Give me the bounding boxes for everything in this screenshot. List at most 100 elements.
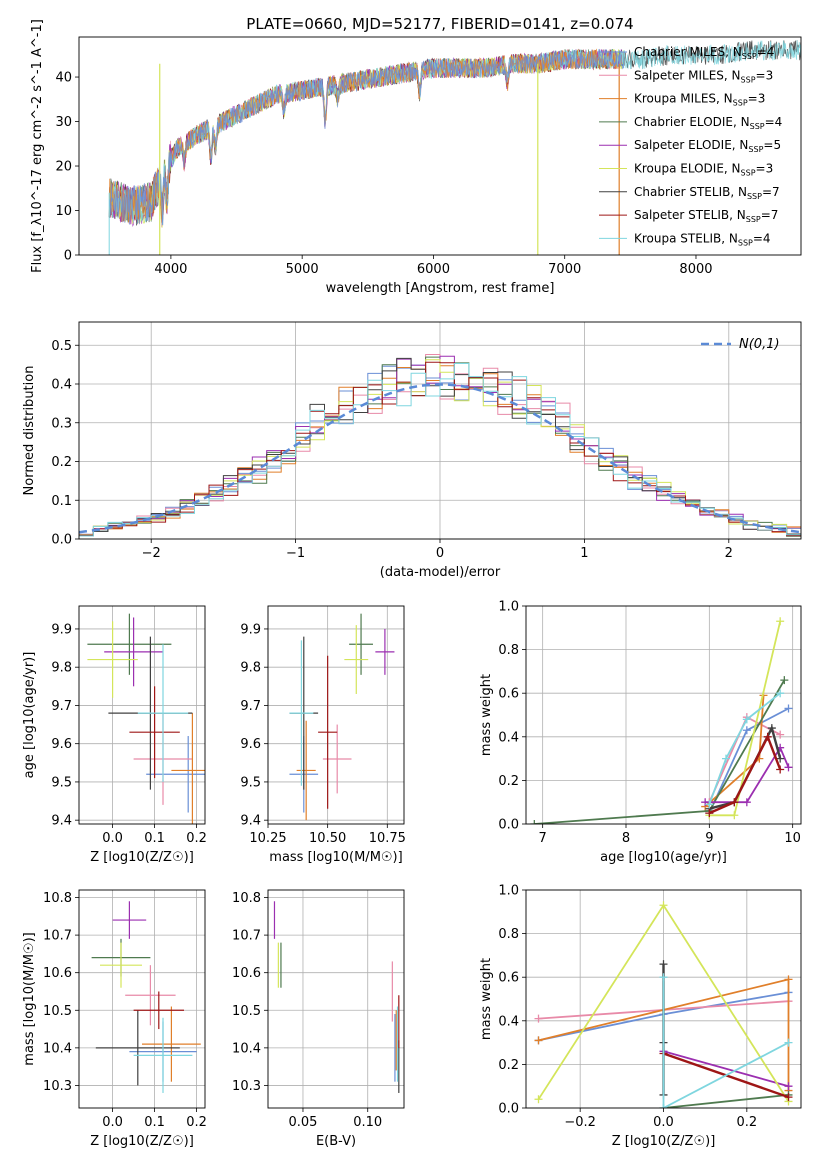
y-tick-label: 10.8 — [43, 891, 72, 906]
legend-count: =3 — [748, 92, 766, 106]
weight-series-line — [662, 977, 789, 1108]
y-tick-label: 0.4 — [498, 730, 519, 745]
x-axis-label: E(B-V) — [316, 1134, 356, 1149]
y-tick-label: 9.6 — [51, 737, 72, 752]
y-tick-label: 20 — [55, 160, 72, 175]
x-tick-label: 10.50 — [309, 831, 346, 846]
weight-point-marker — [742, 798, 751, 807]
panel-mass-vs-Z: 0.0 0.1 0.2 10.3 10.4 10.5 10.6 10.7 10.8 Z [log1… — [22, 889, 207, 1149]
spectrum-series-line — [108, 48, 618, 224]
y-tick-label: 9.5 — [51, 775, 72, 790]
legend-label: Chabrier ELODIE, NSSP=4 — [634, 115, 782, 131]
x-tick-label: 0.1 — [144, 1115, 165, 1130]
x-tick-label: 0.0 — [102, 1115, 123, 1130]
x-axis-label: Z [log10(Z/Z☉)] — [612, 1134, 716, 1149]
y-tick-label: 0.2 — [51, 455, 72, 470]
y-tick-label: 9.7 — [51, 699, 72, 714]
x-axis-label: age [log10(age/yr)] — [600, 850, 727, 865]
weight-point-marker — [742, 715, 751, 724]
weight-point-marker — [784, 704, 793, 713]
weight-point-marker — [705, 809, 714, 818]
panel-weight-vs-age: 7 8 9 10 0.0 0.2 0.4 0.6 0.8 1.0 age [log10(age/yr… — [479, 600, 802, 865]
plot-area-mass-vs-Z — [91, 901, 201, 1093]
plots: 4000 5000 6000 7000 8000010203040wavelength … — [22, 19, 802, 1149]
spectrum-series-line — [108, 49, 625, 226]
y-tick-label: 0.2 — [498, 1058, 519, 1073]
panel-residuals: −2 −1 0 1 2 0.0 0.1 0.2 0.3 0.4 0.5 (data-model)/er… — [22, 321, 802, 580]
y-tick-label: 0.2 — [498, 774, 519, 789]
y-tick-label: 10.5 — [43, 1004, 72, 1019]
weight-point-marker — [722, 754, 730, 763]
y-tick-label: 0.4 — [51, 378, 72, 393]
y-tick-label: 9.6 — [240, 737, 261, 752]
weight-point-marker — [776, 689, 785, 698]
y-tick-label: 9.4 — [51, 814, 72, 829]
weight-point-marker — [784, 763, 793, 772]
weight-point-marker — [530, 820, 539, 824]
x-tick-label: 4000 — [154, 262, 187, 277]
histogram-series — [79, 361, 801, 537]
y-tick-label: 1.0 — [498, 884, 519, 899]
weight-series-line — [663, 1094, 789, 1108]
legend-subscript: SSP — [733, 99, 748, 108]
plot-area-mass-vs-ebv — [273, 901, 400, 1093]
weight-point-marker — [776, 730, 785, 739]
x-tick-label: 0.2 — [186, 831, 207, 846]
weight-point-marker — [776, 765, 785, 774]
legend-label: Kroupa MILES, NSSP=3 — [634, 92, 765, 108]
legend-subscript: SSP — [741, 169, 756, 178]
y-tick-label: 0.3 — [51, 416, 72, 431]
y-tick-label: 10.5 — [232, 1004, 261, 1019]
y-tick-label: 30 — [55, 115, 72, 130]
y-tick-label: 0.0 — [498, 1102, 519, 1117]
y-axis-label: mass [log10(M/M☉)] — [22, 932, 37, 1065]
legend-subscript: SSP — [748, 145, 763, 154]
plot-area-weight-vs-age — [530, 617, 793, 824]
legend-count: =3 — [756, 162, 774, 176]
plot-area-age-vs-Z — [87, 613, 205, 824]
legend-subscript: SSP — [742, 52, 757, 61]
x-axis-label: (data-model)/error — [380, 565, 501, 580]
weight-point-marker — [701, 798, 710, 807]
axes-frame — [78, 321, 802, 540]
histogram-series — [79, 363, 801, 537]
panel-spectrum: 4000 5000 6000 7000 8000 0 10 20 30 40 wavelength … — [30, 19, 802, 296]
x-tick-label: 0.05 — [288, 1115, 317, 1130]
figure-title: PLATE=0660, MJD=52177, FIBERID=0141, z=0… — [246, 15, 633, 33]
legend-count: =7 — [761, 208, 779, 222]
x-tick-label: 8000 — [679, 262, 712, 277]
legend-count: =5 — [763, 138, 781, 152]
x-tick-label: 7000 — [548, 262, 581, 277]
weight-point-marker — [784, 1093, 793, 1102]
legend-subscript: SSP — [750, 122, 765, 131]
x-tick-label: −1 — [286, 546, 305, 561]
legend-subscript: SSP — [738, 238, 753, 247]
panel-age-vs-Z: 0.0 0.1 0.2 9.4 9.5 9.6 9.7 9.8 9.9 Z [log10(Z/Z☉… — [22, 605, 207, 865]
weight-point-marker — [742, 726, 751, 735]
plot-area-residuals — [79, 354, 801, 537]
axes-frame — [78, 889, 206, 1109]
weight-point-marker — [659, 1104, 668, 1108]
weight-point-marker — [659, 901, 668, 910]
y-tick-label: 0.6 — [498, 687, 519, 702]
x-axis-label: Z [log10(Z/Z☉)] — [90, 850, 194, 865]
x-tick-label: 2 — [725, 546, 733, 561]
weight-point-marker — [784, 1038, 793, 1047]
x-tick-label: 1 — [580, 546, 588, 561]
axes-frame — [78, 36, 802, 256]
x-tick-label: 0.2 — [736, 1115, 757, 1130]
weight-point-marker — [534, 1036, 543, 1045]
y-tick-label: 10.6 — [232, 966, 261, 981]
legend-subscript: SSP — [741, 75, 756, 84]
y-tick-label: 0.5 — [51, 339, 72, 354]
y-tick-label: 9.4 — [240, 814, 261, 829]
panel-age-vs-mass: 10.25 10.50 10.75 9.4 9.5 9.6 9.7 9.8 9.9 mass [l… — [240, 605, 406, 865]
x-tick-label: 0 — [436, 546, 444, 561]
axes-frame — [267, 889, 405, 1109]
x-tick-label: 7 — [539, 831, 547, 846]
panel-weight-vs-Z: −0.2 0.0 0.2 0.0 0.2 0.4 0.6 0.8 1.0 Z [log10(Z/Z… — [479, 884, 802, 1149]
x-tick-label: 10 — [784, 831, 801, 846]
axes-frame — [78, 605, 206, 825]
y-tick-label: 10.7 — [232, 929, 261, 944]
y-tick-label: 10 — [55, 204, 72, 219]
